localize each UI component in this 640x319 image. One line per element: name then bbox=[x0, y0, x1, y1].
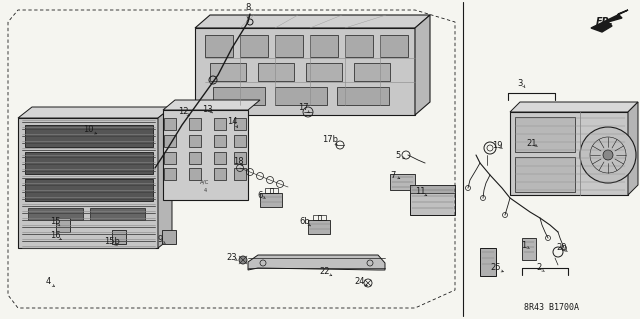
Text: 13: 13 bbox=[202, 105, 212, 114]
Bar bbox=[25, 152, 153, 174]
Polygon shape bbox=[158, 107, 172, 248]
Text: 8: 8 bbox=[245, 4, 251, 12]
Bar bbox=[234, 168, 246, 180]
Polygon shape bbox=[591, 10, 628, 32]
Text: 18: 18 bbox=[233, 158, 243, 167]
Bar bbox=[234, 135, 246, 147]
Bar bbox=[275, 87, 327, 105]
Circle shape bbox=[239, 256, 247, 264]
Bar bbox=[308, 220, 330, 234]
Text: 7: 7 bbox=[390, 170, 396, 180]
Text: 16: 16 bbox=[50, 232, 60, 241]
Text: 8R43 B1700A: 8R43 B1700A bbox=[525, 303, 579, 313]
Bar bbox=[90, 208, 145, 220]
Text: 2: 2 bbox=[536, 263, 541, 272]
Bar bbox=[189, 118, 201, 130]
Bar bbox=[410, 185, 455, 215]
Bar bbox=[265, 188, 273, 193]
Text: 3: 3 bbox=[517, 78, 523, 87]
Bar bbox=[345, 35, 373, 57]
Bar bbox=[354, 63, 390, 81]
Text: 15: 15 bbox=[50, 218, 60, 226]
Text: A/C: A/C bbox=[200, 180, 210, 184]
Circle shape bbox=[603, 150, 613, 160]
Polygon shape bbox=[248, 255, 385, 270]
Bar bbox=[515, 117, 575, 152]
Bar bbox=[214, 135, 226, 147]
Bar bbox=[234, 152, 246, 164]
Bar bbox=[234, 118, 246, 130]
Text: 1: 1 bbox=[522, 241, 527, 249]
Bar bbox=[522, 238, 536, 260]
Bar bbox=[213, 87, 265, 105]
Bar bbox=[515, 157, 575, 192]
Text: 19: 19 bbox=[492, 140, 502, 150]
Polygon shape bbox=[18, 118, 158, 248]
Bar bbox=[258, 63, 294, 81]
Polygon shape bbox=[510, 102, 638, 112]
Polygon shape bbox=[628, 102, 638, 195]
Bar bbox=[306, 63, 342, 81]
Polygon shape bbox=[415, 15, 430, 115]
Bar bbox=[28, 208, 83, 220]
Polygon shape bbox=[18, 107, 172, 118]
Bar bbox=[380, 35, 408, 57]
Text: 17: 17 bbox=[298, 103, 308, 113]
Text: 23: 23 bbox=[227, 253, 237, 262]
Bar bbox=[189, 152, 201, 164]
Bar bbox=[214, 152, 226, 164]
Bar bbox=[310, 35, 338, 57]
Polygon shape bbox=[510, 112, 628, 195]
Bar bbox=[189, 135, 201, 147]
Bar bbox=[240, 35, 268, 57]
Text: 15b: 15b bbox=[104, 238, 120, 247]
Bar bbox=[270, 188, 278, 193]
Bar bbox=[210, 63, 246, 81]
Polygon shape bbox=[163, 110, 248, 200]
Polygon shape bbox=[163, 100, 260, 110]
Bar bbox=[275, 35, 303, 57]
Bar bbox=[480, 248, 496, 276]
Bar bbox=[337, 87, 389, 105]
Text: 4: 4 bbox=[45, 278, 51, 286]
Bar bbox=[410, 185, 455, 193]
Text: 22: 22 bbox=[320, 268, 330, 277]
Bar bbox=[164, 168, 176, 180]
Text: 10: 10 bbox=[83, 125, 93, 135]
Text: 21: 21 bbox=[527, 138, 537, 147]
Bar bbox=[164, 135, 176, 147]
Bar bbox=[25, 125, 153, 147]
Text: 5: 5 bbox=[396, 151, 401, 160]
Bar bbox=[162, 230, 176, 244]
Text: 14: 14 bbox=[227, 117, 237, 127]
Text: 20: 20 bbox=[557, 243, 567, 253]
Text: 11: 11 bbox=[415, 188, 425, 197]
Text: 12: 12 bbox=[178, 108, 188, 116]
Bar bbox=[205, 35, 233, 57]
Bar bbox=[390, 174, 415, 190]
Bar bbox=[214, 168, 226, 180]
Bar bbox=[313, 215, 321, 220]
Bar bbox=[56, 218, 70, 232]
Text: 9: 9 bbox=[157, 235, 163, 244]
Polygon shape bbox=[195, 15, 430, 28]
Text: 4: 4 bbox=[204, 188, 207, 192]
Bar bbox=[25, 179, 153, 201]
Text: 24: 24 bbox=[355, 278, 365, 286]
Bar bbox=[260, 193, 282, 207]
Bar bbox=[164, 152, 176, 164]
Text: 6b: 6b bbox=[300, 218, 310, 226]
Bar bbox=[189, 168, 201, 180]
Bar bbox=[112, 230, 126, 244]
Text: 25: 25 bbox=[491, 263, 501, 272]
Text: FR.: FR. bbox=[596, 17, 614, 27]
Bar bbox=[164, 118, 176, 130]
Text: 6: 6 bbox=[257, 190, 262, 199]
Polygon shape bbox=[195, 28, 415, 115]
Text: 17b: 17b bbox=[322, 136, 338, 145]
Bar bbox=[318, 215, 326, 220]
Bar bbox=[214, 118, 226, 130]
Circle shape bbox=[580, 127, 636, 183]
